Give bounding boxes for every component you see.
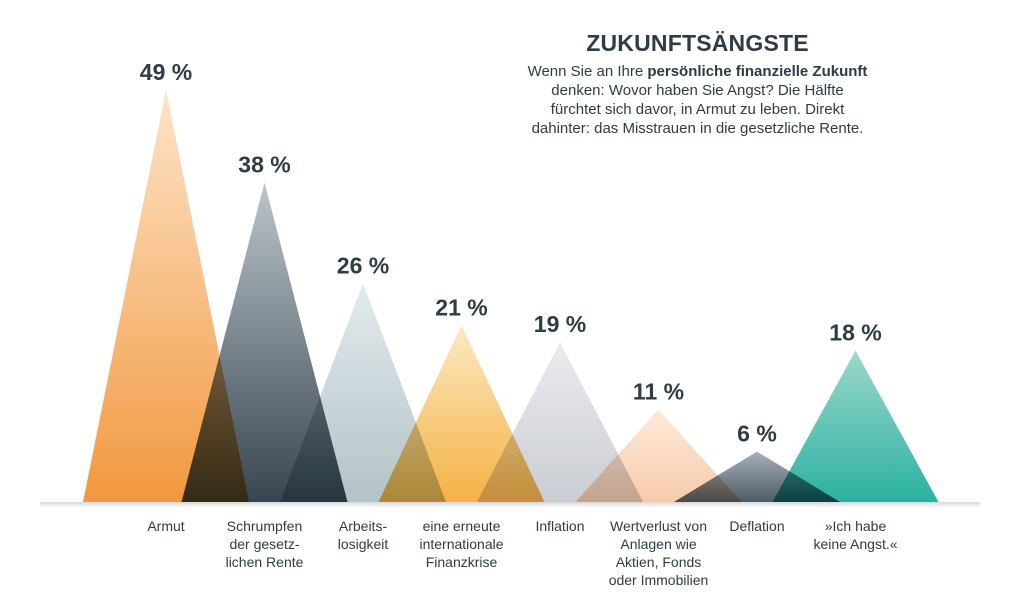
category-label-line: Arbeits- [339, 518, 388, 534]
category-label-line: der gesetz- [229, 536, 299, 552]
baseline-shadow [40, 502, 980, 508]
baseline-layer [40, 502, 980, 508]
value-label: 6 % [737, 421, 777, 447]
category-label: Arbeits-losigkeit [338, 518, 389, 552]
category-label: Schrumpfen der gesetz-lichen Rente [226, 518, 304, 570]
category-label: eine erneute internationale Finanzkrise [419, 518, 503, 570]
chart-subtitle: Wenn Sie an Ihre persönliche finanzielle… [525, 62, 870, 138]
value-label: 11 % [633, 379, 684, 405]
category-label: Wertverlust von Anlagen wie Aktien, Fonds o… [609, 518, 709, 588]
bars-layer [83, 90, 939, 502]
value-label: 38 % [238, 151, 290, 177]
bar-triangle [772, 350, 939, 502]
category-label-line: Inflation [535, 518, 584, 534]
category-label-line: Deflation [729, 518, 784, 534]
category-label-line: »Ich habe [825, 518, 887, 534]
category-label-line: oder Immobilien [609, 572, 709, 588]
category-label-line: Finanzkrise [426, 554, 498, 570]
chart-intro: ZUKUNFTSÄNGSTE Wenn Sie an Ihre persönli… [525, 30, 870, 138]
subtitle-text-1: Wenn Sie an Ihre [527, 63, 648, 80]
category-label-line: Schrumpfen [227, 518, 302, 534]
value-label: 19 % [534, 311, 586, 337]
subtitle-text-2: denken: Wovor haben Sie Angst? Die Hälft… [531, 82, 864, 137]
chart-title: ZUKUNFTSÄNGSTE [586, 30, 809, 56]
category-label: »Ich habe keine Angst.« [813, 518, 897, 552]
value-label: 18 % [829, 320, 881, 346]
category-labels-layer: Armut Schrumpfen der gesetz-lichen Rente Ar… [147, 518, 897, 588]
category-label-line: Anlagen wie [620, 536, 696, 552]
value-label: 26 % [337, 252, 389, 278]
category-label-line: Aktien, Fonds [616, 554, 702, 570]
category-label-line: internationale [419, 536, 503, 552]
category-label: Armut [147, 518, 184, 534]
category-label: Deflation [729, 518, 784, 534]
value-label: 49 % [140, 59, 192, 85]
category-label: Inflation [535, 518, 584, 534]
category-label-line: Armut [147, 518, 184, 534]
category-label-line: eine erneute [423, 518, 501, 534]
category-label-line: losigkeit [338, 536, 389, 552]
category-label-line: keine Angst.« [813, 536, 897, 552]
value-labels-layer: 49 % 38 % 26 % 21 % 19 % 11 % 6 % 18 % [140, 59, 882, 447]
value-label: 21 % [435, 294, 487, 320]
bar-triangle [83, 90, 249, 502]
category-label-line: Wertverlust von [610, 518, 707, 534]
subtitle-emphasis: persönliche finanzielle Zukunft [647, 63, 868, 80]
category-label-line: lichen Rente [226, 554, 304, 570]
bar-triangle [181, 182, 348, 502]
bar-triangle [477, 342, 643, 502]
bar-triangle [575, 409, 742, 502]
